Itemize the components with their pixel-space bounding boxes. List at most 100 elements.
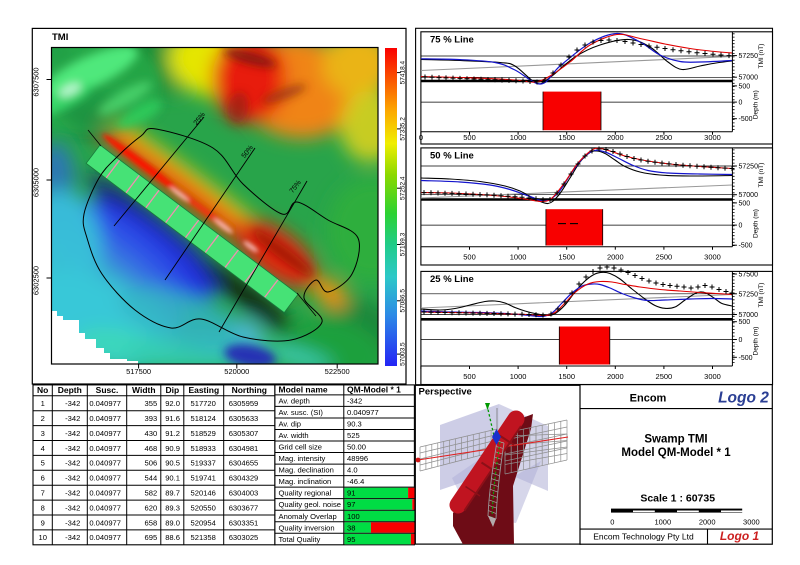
- svg-text:Model QM-Model * 1: Model QM-Model * 1: [621, 447, 731, 459]
- svg-text:25 % Line: 25 % Line: [430, 274, 474, 285]
- svg-text:89.7: 89.7: [165, 488, 180, 497]
- svg-text:97: 97: [347, 500, 355, 509]
- svg-text:89.0: 89.0: [165, 518, 180, 527]
- svg-text:Swamp TMI: Swamp TMI: [644, 433, 707, 445]
- svg-text:6304981: 6304981: [229, 444, 259, 453]
- svg-text:2: 2: [41, 414, 45, 423]
- svg-text:-342: -342: [65, 414, 80, 423]
- svg-text:506: 506: [145, 459, 158, 468]
- svg-text:-342: -342: [65, 429, 80, 438]
- svg-text:-500: -500: [739, 116, 753, 123]
- svg-text:0.040977: 0.040977: [89, 429, 121, 438]
- svg-text:-342: -342: [65, 518, 80, 527]
- svg-text:57086.5: 57086.5: [400, 289, 407, 313]
- svg-text:-342: -342: [65, 444, 80, 453]
- svg-text:2500: 2500: [656, 253, 673, 262]
- svg-text:57250: 57250: [739, 291, 759, 298]
- svg-text:57500: 57500: [739, 272, 759, 279]
- svg-text:500: 500: [739, 83, 751, 90]
- svg-text:38: 38: [347, 523, 355, 532]
- svg-text:2500: 2500: [656, 133, 673, 142]
- svg-text:525: 525: [347, 431, 360, 440]
- svg-text:4: 4: [41, 444, 45, 453]
- svg-text:500: 500: [463, 133, 476, 142]
- svg-text:0.040977: 0.040977: [89, 503, 121, 512]
- svg-text:TMI: TMI: [52, 32, 68, 43]
- svg-text:3000: 3000: [704, 372, 721, 381]
- svg-text:48996: 48996: [347, 454, 368, 463]
- svg-text:Logo 2: Logo 2: [718, 390, 769, 407]
- svg-text:89.3: 89.3: [165, 503, 180, 512]
- svg-text:0: 0: [739, 100, 743, 107]
- svg-text:Depth (m): Depth (m): [753, 327, 760, 356]
- svg-text:658: 658: [145, 518, 158, 527]
- svg-text:100: 100: [347, 512, 360, 521]
- svg-text:1500: 1500: [558, 133, 575, 142]
- svg-text:2000: 2000: [699, 517, 716, 526]
- svg-text:520550: 520550: [191, 503, 216, 512]
- svg-text:57003.5: 57003.5: [400, 342, 407, 366]
- svg-text:2000: 2000: [607, 133, 624, 142]
- svg-text:Scale 1 : 60735: Scale 1 : 60735: [640, 493, 715, 505]
- svg-text:0.040977: 0.040977: [89, 488, 121, 497]
- svg-text:0: 0: [739, 223, 743, 230]
- svg-text:Easting: Easting: [188, 385, 219, 395]
- svg-text:-342: -342: [65, 459, 80, 468]
- svg-text:TMI (nT): TMI (nT): [758, 163, 765, 188]
- svg-text:0.040977: 0.040977: [89, 399, 121, 408]
- svg-text:57250: 57250: [739, 53, 759, 60]
- svg-text:582: 582: [145, 488, 158, 497]
- svg-text:0: 0: [739, 337, 743, 344]
- svg-text:6303351: 6303351: [229, 518, 259, 527]
- svg-text:8: 8: [41, 503, 45, 512]
- svg-text:620: 620: [145, 503, 158, 512]
- svg-text:0.040977: 0.040977: [89, 459, 121, 468]
- svg-text:Depth: Depth: [58, 385, 82, 395]
- svg-text:TMI (nT): TMI (nT): [758, 283, 765, 308]
- svg-text:518529: 518529: [191, 429, 216, 438]
- svg-text:Depth (m): Depth (m): [753, 209, 760, 238]
- svg-text:430: 430: [145, 429, 158, 438]
- svg-text:695: 695: [145, 533, 158, 542]
- svg-text:57418.4: 57418.4: [400, 60, 407, 84]
- svg-text:-342: -342: [347, 396, 362, 405]
- svg-text:-342: -342: [65, 503, 80, 512]
- svg-text:Mag. inclination: Mag. inclination: [279, 477, 332, 486]
- svg-text:393: 393: [145, 414, 158, 423]
- svg-text:520954: 520954: [191, 518, 216, 527]
- svg-text:Total Quality: Total Quality: [279, 535, 321, 544]
- svg-text:90.5: 90.5: [165, 459, 180, 468]
- svg-text:Quality inversion: Quality inversion: [279, 523, 335, 532]
- svg-text:6305633: 6305633: [229, 414, 259, 423]
- svg-text:Av. width: Av. width: [279, 431, 309, 440]
- svg-text:521358: 521358: [191, 533, 216, 542]
- svg-text:518933: 518933: [191, 444, 216, 453]
- svg-text:10: 10: [38, 533, 46, 542]
- svg-text:1000: 1000: [510, 372, 527, 381]
- svg-text:No: No: [37, 385, 48, 395]
- svg-text:57252.4: 57252.4: [400, 176, 407, 200]
- svg-text:57250: 57250: [739, 164, 759, 171]
- svg-text:Encom Technology Pty Ltd: Encom Technology Pty Ltd: [593, 532, 694, 542]
- svg-text:Northing: Northing: [232, 385, 267, 395]
- svg-text:500: 500: [463, 253, 476, 262]
- svg-text:TMI (nT): TMI (nT): [758, 44, 765, 69]
- svg-text:57000: 57000: [739, 312, 759, 319]
- svg-text:Av. depth: Av. depth: [279, 396, 310, 405]
- svg-text:-500: -500: [739, 355, 753, 362]
- svg-text:0.040977: 0.040977: [347, 408, 379, 417]
- svg-text:518124: 518124: [191, 414, 216, 423]
- svg-text:6304003: 6304003: [229, 488, 259, 497]
- svg-text:2000: 2000: [607, 372, 624, 381]
- svg-text:1000: 1000: [510, 253, 527, 262]
- svg-text:6303025: 6303025: [229, 533, 259, 542]
- svg-text:468: 468: [145, 444, 158, 453]
- svg-text:91: 91: [347, 489, 355, 498]
- svg-text:Av. dip: Av. dip: [279, 420, 302, 429]
- svg-text:1500: 1500: [558, 372, 575, 381]
- svg-text:0.040977: 0.040977: [89, 444, 121, 453]
- svg-text:Encom: Encom: [630, 392, 667, 404]
- svg-text:5: 5: [41, 459, 45, 468]
- svg-text:0.040977: 0.040977: [89, 518, 121, 527]
- svg-text:3000: 3000: [704, 253, 721, 262]
